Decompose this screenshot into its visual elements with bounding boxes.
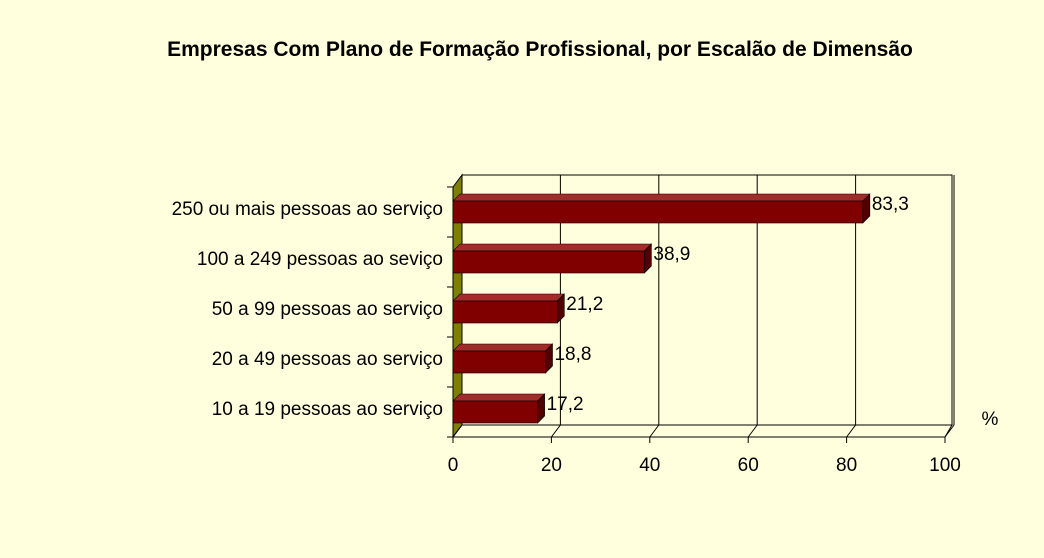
floor-grid-line: [747, 424, 758, 438]
bar-top: [452, 293, 566, 302]
x-axis-label: %: [982, 409, 999, 430]
floor-grid-line: [649, 424, 660, 438]
x-tick-label: 80: [836, 455, 857, 476]
x-tick-label: 40: [639, 455, 660, 476]
bar: [452, 350, 546, 374]
y-tick-label: 100 a 249 pessoas ao seviço: [197, 249, 443, 270]
floor-grid-line: [846, 424, 856, 438]
bar-top: [452, 393, 546, 402]
floor-grid-line: [551, 424, 561, 438]
y-tick-label: 20 a 49 pessoas ao serviço: [212, 349, 443, 370]
value-label: 21,2: [566, 294, 603, 315]
bar: [452, 250, 645, 274]
bar: [452, 300, 558, 324]
x-tick-label: 20: [541, 455, 562, 476]
y-tick-label: 10 a 19 pessoas ao serviço: [212, 399, 443, 420]
chart-title: Empresas Com Plano de Formação Profissio…: [167, 38, 913, 61]
y-tick-label: 50 a 99 pessoas ao serviço: [212, 299, 443, 320]
value-label: 18,8: [554, 344, 591, 365]
bar-top: [452, 343, 554, 352]
floor: [452, 424, 953, 438]
value-label: 83,3: [872, 194, 909, 215]
floor-grid-line: [452, 424, 463, 438]
x-tick-label: 100: [929, 455, 961, 476]
x-tick-label: 0: [448, 455, 459, 476]
y-tick-label: 250 ou mais pessoas ao serviço: [172, 199, 443, 220]
x-tick-label: 60: [738, 455, 759, 476]
value-label: 38,9: [653, 244, 690, 265]
bar-top: [452, 193, 871, 202]
bar-top: [452, 243, 653, 252]
value-label: 17,2: [547, 394, 584, 415]
floor-grid-line: [944, 424, 955, 438]
bar: [452, 400, 538, 424]
bar: [452, 200, 864, 224]
